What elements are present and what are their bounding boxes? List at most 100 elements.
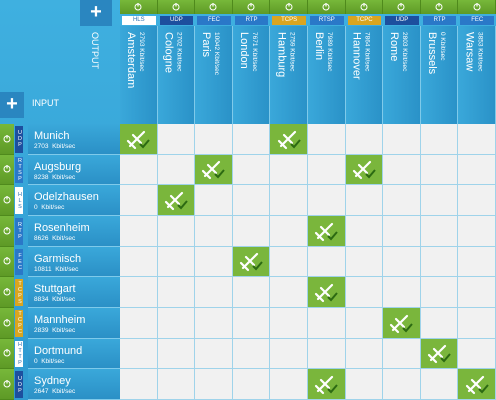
route-active[interactable] <box>383 308 421 339</box>
route-cell[interactable] <box>383 154 421 186</box>
output-power-button[interactable] <box>420 0 459 14</box>
route-active[interactable] <box>308 277 346 308</box>
route-cell[interactable] <box>270 246 308 278</box>
route-cell[interactable] <box>420 185 459 216</box>
input-header[interactable] <box>28 154 120 186</box>
route-cell[interactable] <box>308 154 346 186</box>
input-header[interactable] <box>28 308 120 339</box>
input-power-button[interactable] <box>0 338 14 370</box>
output-header[interactable] <box>383 26 421 124</box>
route-cell[interactable] <box>383 124 421 155</box>
route-cell[interactable] <box>345 277 384 308</box>
output-power-button[interactable] <box>458 0 496 14</box>
route-active[interactable] <box>345 154 384 186</box>
output-power-button[interactable] <box>157 0 196 14</box>
input-power-button[interactable] <box>0 246 14 278</box>
route-cell[interactable] <box>157 154 196 186</box>
route-cell[interactable] <box>345 338 384 370</box>
route-cell[interactable] <box>157 308 196 339</box>
route-cell[interactable] <box>270 185 308 216</box>
route-cell[interactable] <box>195 216 233 247</box>
add-input-button[interactable]: + <box>0 92 24 118</box>
route-cell[interactable] <box>458 246 496 278</box>
route-cell[interactable] <box>232 124 271 155</box>
route-active[interactable] <box>308 369 346 400</box>
route-cell[interactable] <box>195 246 233 278</box>
input-power-button[interactable] <box>0 277 14 308</box>
route-cell[interactable] <box>270 277 308 308</box>
route-cell[interactable] <box>383 369 421 400</box>
route-cell[interactable] <box>120 308 158 339</box>
route-cell[interactable] <box>345 369 384 400</box>
route-cell[interactable] <box>120 185 158 216</box>
route-cell[interactable] <box>270 308 308 339</box>
route-cell[interactable] <box>157 277 196 308</box>
input-header[interactable] <box>28 369 120 400</box>
output-header[interactable] <box>308 26 346 124</box>
route-cell[interactable] <box>383 338 421 370</box>
output-header[interactable] <box>270 26 308 124</box>
output-power-button[interactable] <box>120 0 158 14</box>
route-cell[interactable] <box>420 369 459 400</box>
route-cell[interactable] <box>420 246 459 278</box>
route-cell[interactable] <box>157 338 196 370</box>
input-power-button[interactable] <box>0 369 14 400</box>
route-cell[interactable] <box>458 154 496 186</box>
route-cell[interactable] <box>308 308 346 339</box>
route-cell[interactable] <box>157 369 196 400</box>
output-header[interactable] <box>157 26 196 124</box>
output-power-button[interactable] <box>270 0 308 14</box>
route-cell[interactable] <box>195 124 233 155</box>
route-cell[interactable] <box>458 308 496 339</box>
route-cell[interactable] <box>420 308 459 339</box>
route-cell[interactable] <box>157 246 196 278</box>
input-header[interactable] <box>28 338 120 370</box>
route-cell[interactable] <box>232 277 271 308</box>
input-header[interactable] <box>28 277 120 308</box>
route-cell[interactable] <box>458 185 496 216</box>
output-header[interactable] <box>420 26 459 124</box>
input-header[interactable] <box>28 216 120 247</box>
route-cell[interactable] <box>308 338 346 370</box>
route-cell[interactable] <box>120 154 158 186</box>
output-power-button[interactable] <box>232 0 271 14</box>
route-cell[interactable] <box>420 154 459 186</box>
route-active[interactable] <box>420 338 459 370</box>
route-cell[interactable] <box>345 246 384 278</box>
output-power-button[interactable] <box>345 0 384 14</box>
route-cell[interactable] <box>195 308 233 339</box>
add-output-button[interactable]: + <box>80 0 112 26</box>
input-header[interactable] <box>28 246 120 278</box>
input-power-button[interactable] <box>0 154 14 186</box>
route-cell[interactable] <box>195 369 233 400</box>
route-cell[interactable] <box>232 369 271 400</box>
route-cell[interactable] <box>232 308 271 339</box>
route-cell[interactable] <box>270 338 308 370</box>
route-cell[interactable] <box>270 154 308 186</box>
route-cell[interactable] <box>345 124 384 155</box>
route-active[interactable] <box>232 246 271 278</box>
route-cell[interactable] <box>195 277 233 308</box>
input-header[interactable] <box>28 185 120 216</box>
output-header[interactable] <box>195 26 233 124</box>
output-power-button[interactable] <box>195 0 233 14</box>
route-cell[interactable] <box>345 308 384 339</box>
route-active[interactable] <box>458 369 496 400</box>
route-cell[interactable] <box>458 338 496 370</box>
route-cell[interactable] <box>383 246 421 278</box>
route-cell[interactable] <box>120 277 158 308</box>
route-cell[interactable] <box>232 185 271 216</box>
route-cell[interactable] <box>383 277 421 308</box>
route-cell[interactable] <box>270 369 308 400</box>
route-cell[interactable] <box>345 216 384 247</box>
route-cell[interactable] <box>157 124 196 155</box>
route-cell[interactable] <box>308 246 346 278</box>
route-active[interactable] <box>120 124 158 155</box>
route-active[interactable] <box>308 216 346 247</box>
route-cell[interactable] <box>120 369 158 400</box>
route-active[interactable] <box>270 124 308 155</box>
route-cell[interactable] <box>270 216 308 247</box>
route-cell[interactable] <box>308 124 346 155</box>
route-cell[interactable] <box>420 277 459 308</box>
route-cell[interactable] <box>458 216 496 247</box>
